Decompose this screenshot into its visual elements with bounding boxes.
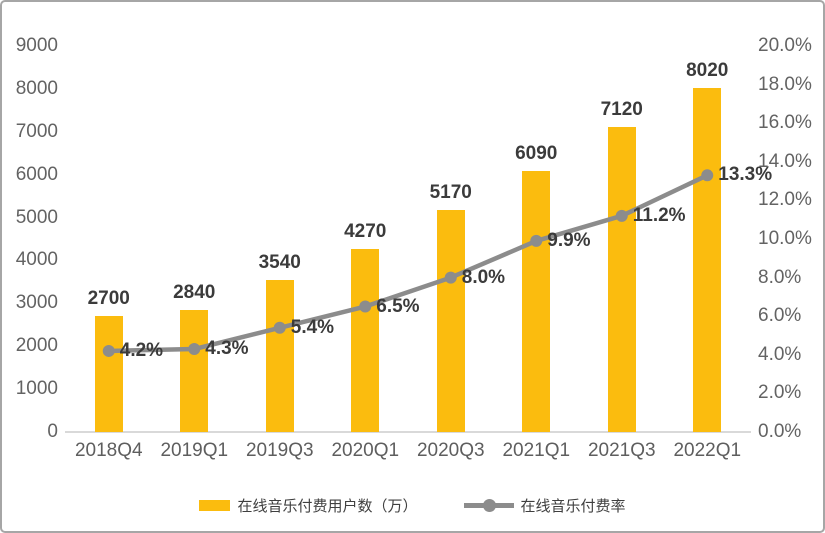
x-axis-label-2021Q1: 2021Q1 [502, 440, 571, 461]
rate-point-2019Q3 [273, 321, 286, 334]
x-axis-label-2020Q1: 2020Q1 [331, 440, 400, 461]
rate-value-label: 4.3% [205, 338, 249, 359]
legend-item-payment-rate: 在线音乐付费率 [463, 495, 626, 516]
rate-point-2021Q1 [530, 234, 543, 247]
x-axis-label-2019Q1: 2019Q1 [160, 440, 229, 461]
left-axis-tick: 9000 [15, 35, 58, 56]
bar-2019Q1 [180, 310, 209, 432]
bar-2020Q1 [351, 248, 380, 432]
bar-swatch-icon [199, 500, 231, 511]
legend-item-paying-users: 在线音乐付费用户数（万） [199, 495, 418, 516]
right-axis-tick: 20.0% [758, 35, 812, 56]
bar-value-label: 2700 [87, 288, 130, 310]
right-axis-tick: 16.0% [758, 112, 812, 134]
rate-line [108, 173, 709, 354]
right-axis-tick: 18.0% [758, 73, 812, 95]
rate-point-2020Q1 [359, 300, 372, 313]
bar-2019Q3 [265, 280, 294, 432]
legend-label-paying-users: 在线音乐付费用户数（万） [237, 498, 418, 515]
rate-value-label: 5.4% [290, 316, 335, 338]
rate-point-2022Q1 [701, 169, 714, 182]
rate-point-2020Q3 [444, 271, 457, 284]
bar-2020Q3 [436, 210, 465, 432]
bar-value-label: 3540 [258, 252, 301, 274]
right-axis-tick: 2.0% [758, 382, 802, 404]
x-axis-label-2021Q3: 2021Q3 [587, 440, 656, 461]
line-marker-icon [482, 499, 496, 512]
x-axis-label-2020Q3: 2020Q3 [416, 440, 485, 461]
rate-value-label: 11.2% [632, 204, 686, 226]
left-axis-tick: 8000 [15, 77, 58, 99]
rate-value-label: 4.2% [119, 339, 164, 361]
left-axis-tick: 3000 [15, 292, 58, 314]
right-axis-tick: 0.0% [758, 421, 802, 442]
bar-2021Q3 [607, 126, 636, 432]
right-axis-tick: 4.0% [758, 343, 802, 365]
left-axis-tick: 7000 [15, 120, 58, 142]
left-axis-tick: 6000 [15, 163, 58, 185]
bar-value-label: 6090 [515, 142, 558, 164]
rate-value-label: 13.3% [718, 164, 773, 186]
left-axis-tick: 2000 [15, 335, 58, 357]
right-axis-tick: 12.0% [758, 189, 812, 211]
legend-label-payment-rate: 在线音乐付费率 [520, 498, 626, 515]
right-axis-tick: 6.0% [758, 305, 802, 327]
rate-point-2018Q4 [102, 344, 115, 357]
bar-2018Q4 [94, 316, 123, 432]
rate-value-label: 6.5% [376, 295, 420, 317]
x-axis-line [65, 431, 751, 433]
right-axis-tick: 10.0% [758, 228, 812, 249]
left-axis-tick: 5000 [15, 206, 58, 228]
rate-value-label: 8.0% [461, 266, 506, 288]
line-swatch-icon [463, 499, 514, 512]
x-axis-label-2022Q1: 2022Q1 [673, 440, 742, 461]
bar-value-label: 4270 [344, 220, 387, 242]
x-axis-label-2018Q4: 2018Q4 [74, 440, 143, 461]
right-axis-tick: 8.0% [758, 266, 802, 288]
bar-value-label: 7120 [600, 98, 643, 120]
bar-value-label: 5170 [429, 182, 472, 204]
rate-point-2019Q1 [188, 343, 201, 356]
bar-value-label: 8020 [686, 60, 729, 82]
legend: 在线音乐付费用户数（万） 在线音乐付费率 [2, 495, 823, 516]
rate-value-label: 9.9% [547, 229, 591, 251]
right-axis-tick: 14.0% [758, 150, 812, 172]
left-axis-tick: 1000 [15, 378, 58, 400]
rate-point-2021Q3 [615, 209, 628, 222]
left-axis-tick: 4000 [15, 249, 58, 271]
bar-value-label: 2840 [173, 282, 216, 304]
left-axis-tick: 0 [47, 421, 58, 442]
bar-2022Q1 [693, 88, 722, 432]
x-axis-label-2019Q3: 2019Q3 [245, 440, 314, 461]
bar-2021Q1 [522, 170, 551, 432]
